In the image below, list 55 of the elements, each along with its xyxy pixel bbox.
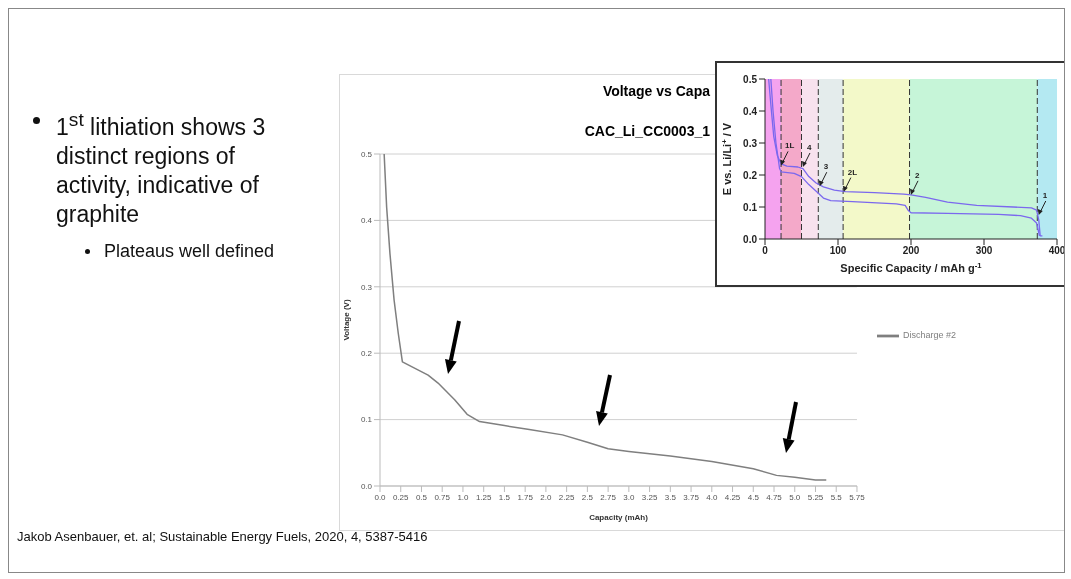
annotation: 2L (847, 167, 858, 177)
x-tick-label: 3.0 (623, 492, 635, 502)
x-axis-title: Capacity (mAh) (589, 513, 649, 522)
y-tick-label: 0.1 (743, 201, 758, 213)
y-tick-label: 0.2 (360, 349, 373, 359)
x-tick-label: 200 (902, 245, 920, 257)
y-tick-label: 0.3 (360, 282, 373, 292)
y-tick-label: 0.1 (360, 415, 373, 425)
x-tick-label: 1.5 (498, 492, 511, 502)
text: Jakob Asenbauer, et. al; Sustainable Energy Fuels, 2020, 4, 5387-5416 (17, 529, 428, 544)
annotation: 1L (785, 141, 795, 151)
x-tick-label: 300 (975, 245, 993, 257)
y-tick-label: 0.4 (743, 105, 758, 117)
x-tick-label: 0.0 (374, 492, 387, 502)
y-tick-label: 0.4 (360, 216, 373, 226)
x-tick-label: 5.5 (830, 492, 843, 502)
text: Plateaus well defined (104, 239, 275, 263)
y-tick-label: 0.5 (360, 149, 373, 159)
x-tick-label: 2.0 (540, 492, 553, 502)
x-tick-label: 4.75 (766, 492, 783, 502)
x-tick-label: 1.75 (517, 492, 534, 502)
x-tick-label: 2.5 (581, 492, 594, 502)
x-tick-label: 0.25 (392, 492, 410, 502)
x-tick-label: 4.5 (747, 492, 760, 502)
y-tick-label: 0.5 (743, 73, 758, 85)
x-tick-label: 5.25 (807, 492, 824, 502)
y-tick-label: 0.2 (743, 169, 758, 181)
text: 1$^{st}$ lithiation shows 3 distinct regions of activity, indicative of graphite (56, 108, 267, 229)
x-tick-label: 0 (762, 245, 769, 257)
x-tick-label: 3.75 (683, 492, 700, 502)
annotation: 1 (1042, 191, 1048, 200)
x-tick-label: 5.0 (789, 492, 801, 502)
y-tick-label: 0.0 (743, 233, 758, 245)
x-tick-label: 0.5 (415, 492, 428, 502)
y-tick-label: 0.3 (743, 137, 758, 149)
x-tick-label: 100 (829, 245, 847, 257)
x-tick-label: 4.0 (706, 492, 718, 502)
x-tick-label: 1.25 (475, 492, 493, 502)
annotation: 3 (823, 162, 829, 172)
x-tick-label: 3.25 (641, 492, 658, 502)
x-tick-label: 1.0 (457, 492, 470, 502)
annotation: 4 (806, 143, 812, 152)
x-tick-label: 2.25 (558, 492, 575, 502)
y-axis-title: Voltage (V) (341, 299, 351, 341)
x-tick-label: 4.25 (724, 492, 741, 502)
x-tick-label: 3.5 (664, 492, 677, 502)
x-tick-label: 5.75 (849, 492, 866, 502)
chart-title: Voltage vs Capa (602, 83, 710, 99)
chart-subtitle: CAC_Li_CC0003_1 (584, 123, 710, 139)
x-axis-title: Specific Capacity / mAh g$^{-1}$ (840, 260, 983, 274)
annotation: 2 (915, 170, 920, 180)
x-tick-label: 0.75 (434, 492, 451, 502)
legend-label: Discharge #2 (902, 329, 956, 340)
x-tick-label: 2.75 (600, 492, 617, 502)
y-tick-label: 0.0 (360, 481, 373, 491)
